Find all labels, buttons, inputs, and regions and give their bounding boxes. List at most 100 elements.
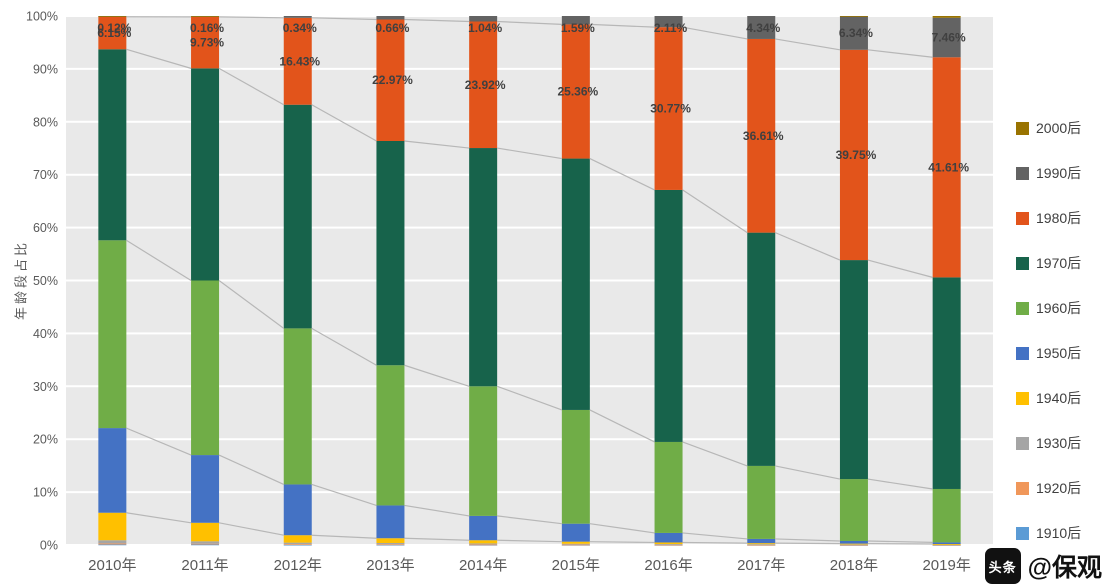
series-line <box>775 38 841 51</box>
series-line <box>589 541 655 544</box>
bar-segment-1980后-2016年 <box>654 27 683 190</box>
legend-label: 1940后 <box>1036 390 1082 406</box>
bar-segment-1950后-2013年 <box>376 505 405 539</box>
legend-label: 1930后 <box>1036 435 1082 451</box>
data-label-1980后: 22.97% <box>372 73 413 87</box>
series-line <box>404 140 470 149</box>
data-label-1990后: 2.11% <box>654 21 688 35</box>
data-label-1980后: 16.43% <box>279 54 320 68</box>
bar-segment-1940后-2012年 <box>283 535 312 543</box>
legend-label: 1920后 <box>1036 480 1082 496</box>
series-line <box>311 104 377 142</box>
bar-segment-1920后-2010年 <box>98 543 127 545</box>
y-tick-label: 40% <box>33 327 58 341</box>
bar-segment-1990后-2013年 <box>376 16 405 20</box>
bar-segment-1950后-2019年 <box>932 542 961 544</box>
bar-segment-1940后-2013年 <box>376 538 405 543</box>
bar-segment-1970后-2011年 <box>191 68 220 281</box>
bar-segment-1920后-2017年 <box>747 544 776 546</box>
series-line <box>682 441 748 467</box>
bar-segment-1910后-2010年 <box>98 544 127 546</box>
series-line <box>682 189 748 234</box>
legend-swatch <box>1016 481 1029 495</box>
series-line <box>682 26 748 40</box>
bar-segment-1970后-2019年 <box>932 277 961 489</box>
bar-segment-1970后-2017年 <box>747 232 776 466</box>
legend-swatch <box>1016 256 1029 270</box>
bar-segment-1970后-2016年 <box>654 189 683 442</box>
bar-segment-1930后-2010年 <box>98 540 127 544</box>
legend-label: 1950后 <box>1036 345 1082 361</box>
series-line <box>126 427 192 456</box>
bar-segment-1950后-2018年 <box>839 540 868 544</box>
bar-segment-1950后-2017年 <box>747 538 776 544</box>
y-tick-label: 90% <box>33 62 58 76</box>
bar-segment-1980后-2014年 <box>469 21 498 149</box>
y-tick-label: 60% <box>33 221 58 235</box>
bar-segment-1960后-2012年 <box>283 328 312 485</box>
series-line <box>126 48 192 69</box>
legend-swatch <box>1016 391 1029 405</box>
series-line <box>218 67 285 106</box>
bar-segment-1970后-2013年 <box>376 141 405 366</box>
bar-segment-1930后-2011年 <box>191 541 220 544</box>
bar-segment-1960后-2018年 <box>839 479 868 541</box>
x-tick-label: 2013年 <box>366 557 414 574</box>
legend-label: 1910后 <box>1036 525 1082 541</box>
legend-label: 2000后 <box>1036 120 1082 136</box>
series-line <box>404 504 470 517</box>
watermark: 头条 @保观 <box>984 548 1102 584</box>
series-line <box>867 49 933 58</box>
bar-segment-1920后-2018年 <box>839 544 868 546</box>
bar-segment-1960后-2019年 <box>932 488 961 543</box>
bar-segment-1910后-2011年 <box>191 544 220 546</box>
legend-item-1920后: 1920后 <box>1016 478 1108 498</box>
series-line <box>775 465 841 480</box>
series-line <box>867 478 933 490</box>
bar-segment-1980后-2017年 <box>747 38 776 233</box>
series-line <box>589 523 655 534</box>
bar-segment-1990后-2019年 <box>932 17 961 58</box>
legend-swatch <box>1016 436 1029 450</box>
bar-segment-1970后-2014年 <box>469 148 498 387</box>
y-axis-title: 年龄段占比 <box>13 239 29 321</box>
series-line <box>218 454 284 485</box>
bar-segment-1960后-2013年 <box>376 365 405 506</box>
legend-swatch <box>1016 301 1029 315</box>
legend-item-1930后: 1930后 <box>1016 433 1108 453</box>
data-label-1980后: 9.73% <box>190 36 224 50</box>
toutiao-logo: 头条 <box>984 548 1021 584</box>
bar-segment-1930后-2019年 <box>932 544 961 546</box>
bar-segment-1950后-2014年 <box>469 515 498 541</box>
series-line <box>497 539 562 543</box>
series-line <box>126 512 192 524</box>
series-line <box>867 540 933 544</box>
legend-item-1910后: 1910后 <box>1016 523 1108 543</box>
series-line <box>775 232 841 261</box>
bar-segment-1980后-2018年 <box>839 49 868 261</box>
x-tick-label: 2014年 <box>459 557 507 574</box>
bar-segment-1980后-2019年 <box>932 57 961 278</box>
bar-segment-1960后-2010年 <box>98 240 127 429</box>
bar-segment-1950后-2015年 <box>561 523 590 542</box>
x-tick-label: 2015年 <box>552 557 600 574</box>
bar-segment-1980后-2013年 <box>376 19 405 142</box>
data-label-1990后: 6.34% <box>839 26 873 40</box>
x-tick-label: 2018年 <box>830 557 878 574</box>
bar-segment-1920后-2016年 <box>654 544 683 546</box>
legend-swatch <box>1016 211 1029 225</box>
bar-segment-1990后-2012年 <box>283 16 312 18</box>
data-label-1980后: 30.77% <box>650 102 691 116</box>
series-line <box>497 515 562 525</box>
bar-segment-1980后-2010年 <box>98 16 127 50</box>
legend-item-1990后: 1990后 <box>1016 163 1108 183</box>
bar-segment-1920后-2013年 <box>376 544 405 546</box>
bar-segment-1920后-2012年 <box>283 544 312 546</box>
data-label-1990后: 1.59% <box>561 21 595 35</box>
bar-segment-1910后-2013年 <box>376 544 405 546</box>
data-label-1980后: 41.61% <box>928 160 969 174</box>
bar-segment-1970后-2018年 <box>839 260 868 480</box>
legend-label: 1960后 <box>1036 300 1082 316</box>
series-line <box>682 541 748 544</box>
